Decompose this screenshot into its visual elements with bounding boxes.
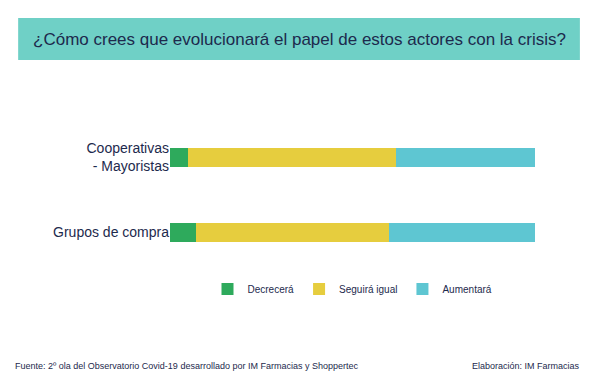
svg-text:Cooperativas- Mayoristas: Cooperativas- Mayoristas xyxy=(87,140,170,174)
svg-text:Fuente: 2º ola del Observatori: Fuente: 2º ola del Observatorio Covid-19… xyxy=(15,361,358,371)
svg-text:Grupos de compra: Grupos de compra xyxy=(53,224,169,240)
svg-text:Seguirá igual: Seguirá igual xyxy=(339,284,397,295)
svg-text:Decrecerá: Decrecerá xyxy=(248,284,295,295)
svg-text:Aumentará: Aumentará xyxy=(442,284,491,295)
svg-text:¿Cómo crees que evolucionará e: ¿Cómo crees que evolucionará el papel de… xyxy=(33,30,566,49)
svg-text:Elaboración: IM Farmacias: Elaboración: IM Farmacias xyxy=(472,361,580,371)
